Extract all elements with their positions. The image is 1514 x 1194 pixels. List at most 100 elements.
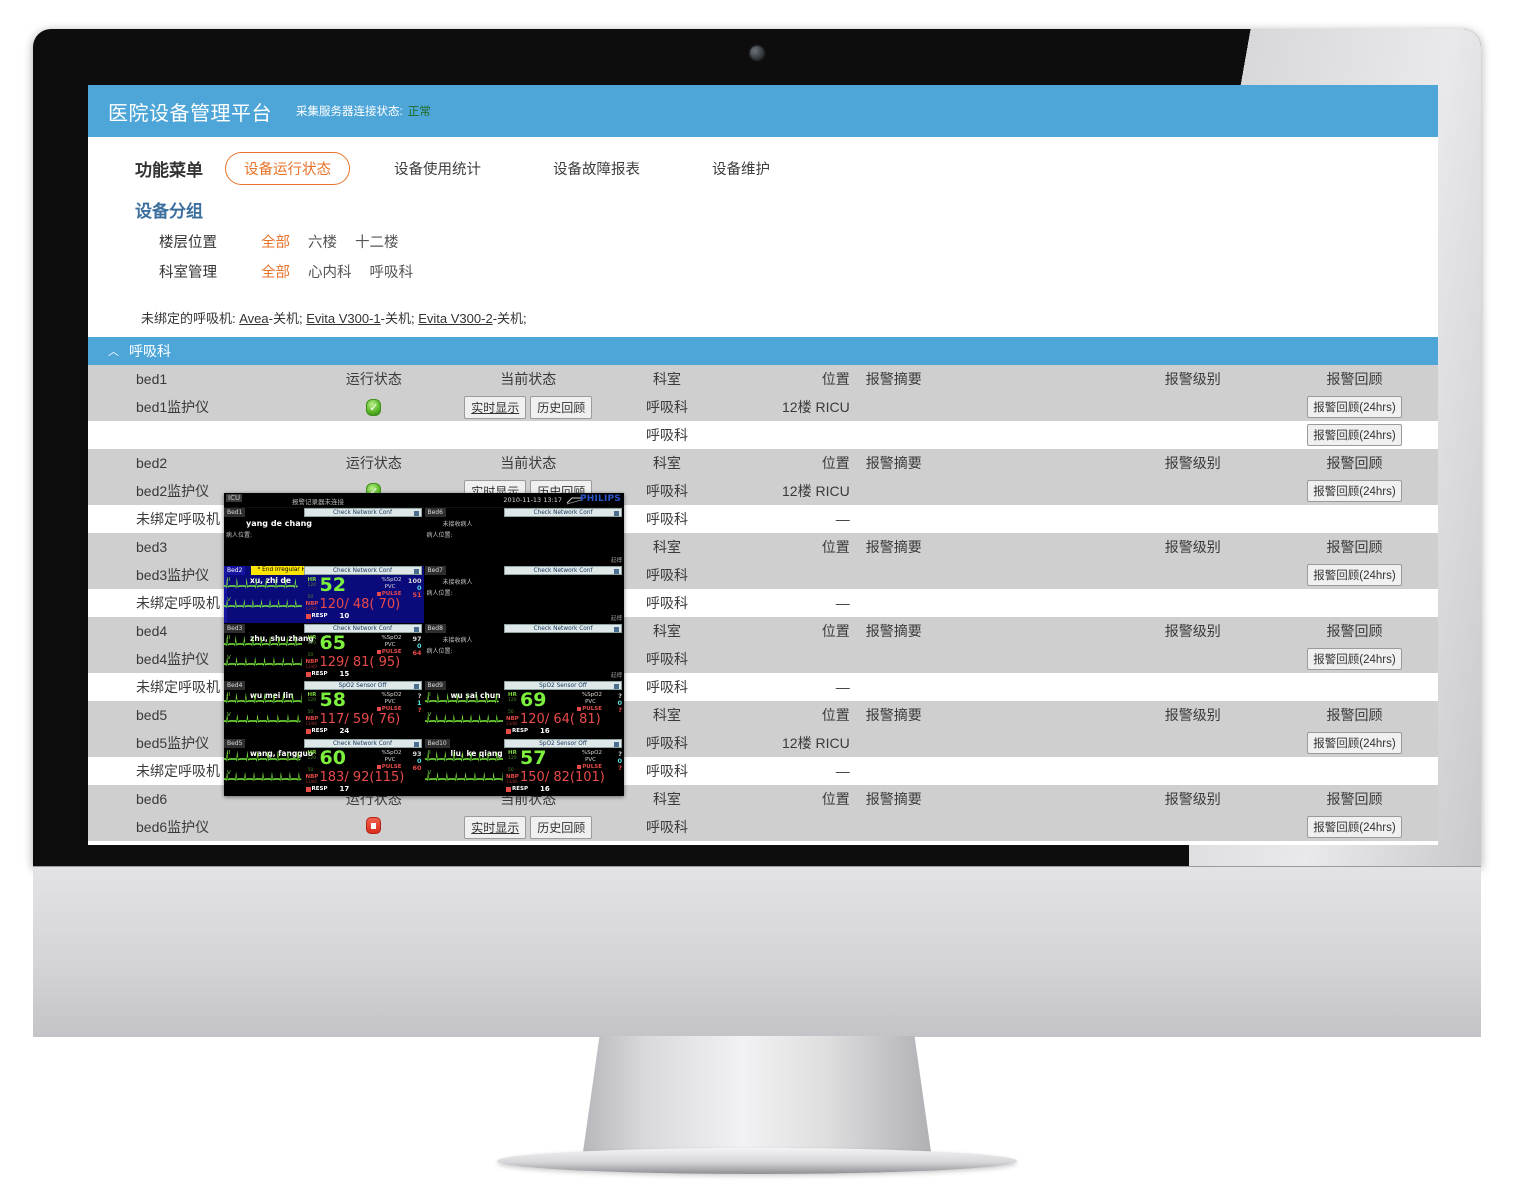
monitor-conf-dropdown[interactable]: Check Network Conf <box>504 565 622 575</box>
live-display-button[interactable]: 实时显示 <box>464 395 527 419</box>
monitor-bed-header: Bed7 Check Network Conf <box>424 565 625 575</box>
tab-device-usage-stats[interactable]: 设备使用统计 <box>394 161 481 178</box>
filter-floor-option-all[interactable]: 全部 <box>261 235 290 251</box>
monitor-conf-dropdown[interactable]: Check Network Conf <box>303 508 422 517</box>
chevron-down-icon[interactable] <box>413 742 419 748</box>
alarm-review-24hrs-button[interactable]: 报警回顾(24hrs) <box>1307 480 1402 502</box>
table-row: bed2监护仪 ✓ 实时显示 历史回顾 呼吸科 12楼 RICU 报警回顾(24hrs) <box>88 477 1438 505</box>
live-display-button[interactable]: 实时显示 <box>464 815 527 839</box>
monitor-bed-tile[interactable]: Bed1 Check Network Conf yang de chang 病人位置: <box>224 508 424 565</box>
unbound-device-link-evita-v300-1[interactable]: Evita V300-1 <box>306 311 381 326</box>
filter-floor-option-12f[interactable]: 十二楼 <box>355 235 399 251</box>
webcam-icon <box>750 46 764 60</box>
column-header-alarm-review: 报警回顾 <box>1326 707 1383 723</box>
unbound-device-link-evita-v300-2[interactable]: Evita V300-2 <box>418 311 493 326</box>
monitor-patient-name: wang, fangguo <box>250 749 314 759</box>
chevron-down-icon[interactable] <box>614 742 619 748</box>
alarm-review-24hrs-button[interactable]: 报警回顾(24hrs) <box>1307 564 1402 586</box>
bed-group-label: bed1 <box>136 371 168 387</box>
monitor-spo2-label: %SpO2 <box>381 576 402 583</box>
chevron-down-icon[interactable] <box>413 568 419 574</box>
device-name: bed1监护仪 <box>136 399 210 415</box>
monitor-bed-tile[interactable]: Bed8 Check Network Conf 未接收病人 病人位置: 起搏 <box>424 623 624 681</box>
monitor-lead-label-v: V <box>227 596 231 603</box>
monitor-pulse-marker-icon <box>577 707 581 712</box>
monitor-bed-tile[interactable]: Bed5 Check Network Conf wang, fangguo II V HR… <box>224 739 424 796</box>
monitor-hr-low-limit: 50 <box>508 768 514 774</box>
monitor-bed-tile[interactable]: Bed6 Check Network Conf 未接收病人 病人位置: 起搏 <box>424 508 624 565</box>
monitor-nbp-range: 13/80 <box>305 779 318 785</box>
menu-area: 功能菜单 设备运行状态 设备使用统计 设备故障报表 设备维护 设备分组 楼层位置… <box>88 137 1438 327</box>
monitor-lead-label-v: V <box>227 654 231 661</box>
monitor-lead-label-ii: II <box>227 634 231 641</box>
monitor-hr-label: HR <box>307 576 317 583</box>
chevron-down-icon[interactable] <box>614 511 619 516</box>
chevron-down-icon[interactable] <box>614 568 619 574</box>
alarm-review-24hrs-button[interactable]: 报警回顾(24hrs) <box>1307 424 1402 446</box>
device-location <box>729 561 854 589</box>
monitor-hr-label: HR <box>508 750 517 757</box>
column-header-alarm-summary: 报警摘要 <box>865 371 922 387</box>
monitor-resp-label: RESP <box>512 728 528 735</box>
monitor-nbp-label: NBP <box>305 774 319 781</box>
monitor-conf-dropdown[interactable]: Check Network Conf <box>504 623 622 633</box>
monitor-conf-dropdown[interactable]: Check Network Conf <box>303 565 422 575</box>
alarm-review-24hrs-button[interactable]: 报警回顾(24hrs) <box>1307 816 1402 838</box>
monitor-conf-dropdown[interactable]: SpO2 Sensor Off <box>303 681 422 691</box>
department-section-header[interactable]: ︿ 呼吸科 <box>88 337 1438 365</box>
imac-stand-neck <box>582 1036 932 1159</box>
chevron-down-icon[interactable] <box>413 684 419 690</box>
monitor-spo2-label: %SpO2 <box>381 634 402 641</box>
history-review-button[interactable]: 历史回顾 <box>530 815 593 839</box>
chevron-down-icon[interactable] <box>413 626 419 632</box>
chevron-down-icon[interactable] <box>614 626 619 632</box>
tab-device-fault-report[interactable]: 设备故障报表 <box>553 161 640 178</box>
alarm-review-24hrs-button[interactable]: 报警回顾(24hrs) <box>1307 648 1402 670</box>
alarm-review-24hrs-button[interactable]: 报警回顾(24hrs) <box>1307 732 1402 754</box>
device-department: 呼吸科 <box>645 399 688 415</box>
alarm-review-24hrs-button[interactable]: 报警回顾(24hrs) <box>1307 396 1402 418</box>
chevron-down-icon[interactable] <box>614 684 619 690</box>
monitor-conf-dropdown[interactable]: Check Network Conf <box>504 508 622 517</box>
monitor-bed-number: Bed5 <box>224 739 246 749</box>
monitor-pulse-value: 64 <box>412 648 422 657</box>
monitor-conf-dropdown[interactable]: Check Network Conf <box>303 739 422 749</box>
unbound-device-link-avea[interactable]: Avea <box>239 311 269 326</box>
monitor-bed-tile[interactable]: Bed4 SpO2 Sensor Off wu mei lin II V HR 120 50 5… <box>224 681 424 739</box>
column-header-alarm-level: 报警级别 <box>1164 707 1221 723</box>
filter-department-option-respiratory[interactable]: 呼吸科 <box>369 265 414 281</box>
monitor-nbp-range: 13/80 <box>305 721 318 727</box>
tab-device-run-status[interactable]: 设备运行状态 <box>225 151 350 185</box>
monitor-resp-value: 16 <box>540 785 550 794</box>
tab-device-maintenance[interactable]: 设备维护 <box>712 161 770 178</box>
monitor-top-bar: ICU 报警记录器未连接 2010-11-13 13:17 PHILIPS <box>224 493 624 508</box>
monitor-bed-tile[interactable]: Bed3 Check Network Conf zhu, shu zhang II V H… <box>224 623 424 681</box>
column-header-department: 科室 <box>652 623 681 639</box>
ventilator-location <box>729 421 854 449</box>
monitor-bed-tile[interactable]: Bed7 Check Network Conf 未接收病人 病人位置: 起搏 <box>424 565 625 623</box>
monitor-hr-low-limit: 50 <box>307 594 314 600</box>
column-header-alarm-summary: 报警摘要 <box>865 539 922 555</box>
unbound-device-status-evita-v300-1: -关机; <box>380 311 415 326</box>
monitor-bed-tile[interactable]: Bed2 * End Irregular HR Check Network Conf… <box>224 565 424 623</box>
monitor-conf-dropdown[interactable]: SpO2 Sensor Off <box>504 739 622 749</box>
monitor-resp-value: 24 <box>339 727 350 736</box>
monitor-resp-marker-icon <box>305 613 311 619</box>
history-review-button[interactable]: 历史回顾 <box>530 395 593 419</box>
monitor-bed-number: Bed1 <box>224 508 246 517</box>
philips-monitor-overlay[interactable]: ICU 报警记录器未连接 2010-11-13 13:17 PHILIPS Be… <box>224 493 624 796</box>
monitor-bed-tile[interactable]: Bed10 SpO2 Sensor Off liu, ke qiang II V HR 12… <box>424 739 624 796</box>
chevron-up-icon[interactable]: ︿ <box>108 346 119 358</box>
chevron-down-icon[interactable] <box>413 511 419 516</box>
monitor-spo2-value: ? <box>618 750 622 759</box>
monitor-conf-dropdown[interactable]: Check Network Conf <box>303 623 422 633</box>
filter-floor-option-6f[interactable]: 六楼 <box>308 235 337 251</box>
device-name: bed2监护仪 <box>136 483 210 499</box>
filter-department-option-cardiology[interactable]: 心内科 <box>308 265 352 281</box>
monitor-bed-tile[interactable]: Bed9 SpO2 Sensor Off wu sai chun II V HR 120 50… <box>424 681 624 739</box>
filter-department-option-all[interactable]: 全部 <box>261 265 290 281</box>
unbound-ventilator-label: 未绑定呼吸机 <box>136 763 220 779</box>
monitor-conf-dropdown[interactable]: SpO2 Sensor Off <box>504 681 622 691</box>
device-alarm-level <box>1115 393 1271 421</box>
monitor-pulse-marker-icon <box>577 765 581 770</box>
